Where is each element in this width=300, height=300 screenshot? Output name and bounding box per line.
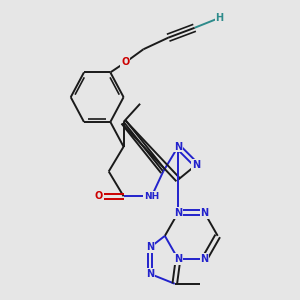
Text: N: N [146, 269, 154, 279]
Text: N: N [200, 254, 208, 264]
Text: NH: NH [144, 192, 159, 201]
Text: N: N [174, 254, 182, 264]
Text: O: O [95, 191, 103, 201]
Text: N: N [200, 208, 208, 218]
Text: H: H [215, 13, 223, 23]
Text: N: N [192, 160, 200, 170]
Text: N: N [146, 242, 154, 252]
Text: N: N [174, 208, 182, 218]
Text: O: O [121, 58, 129, 68]
Text: N: N [174, 142, 182, 152]
